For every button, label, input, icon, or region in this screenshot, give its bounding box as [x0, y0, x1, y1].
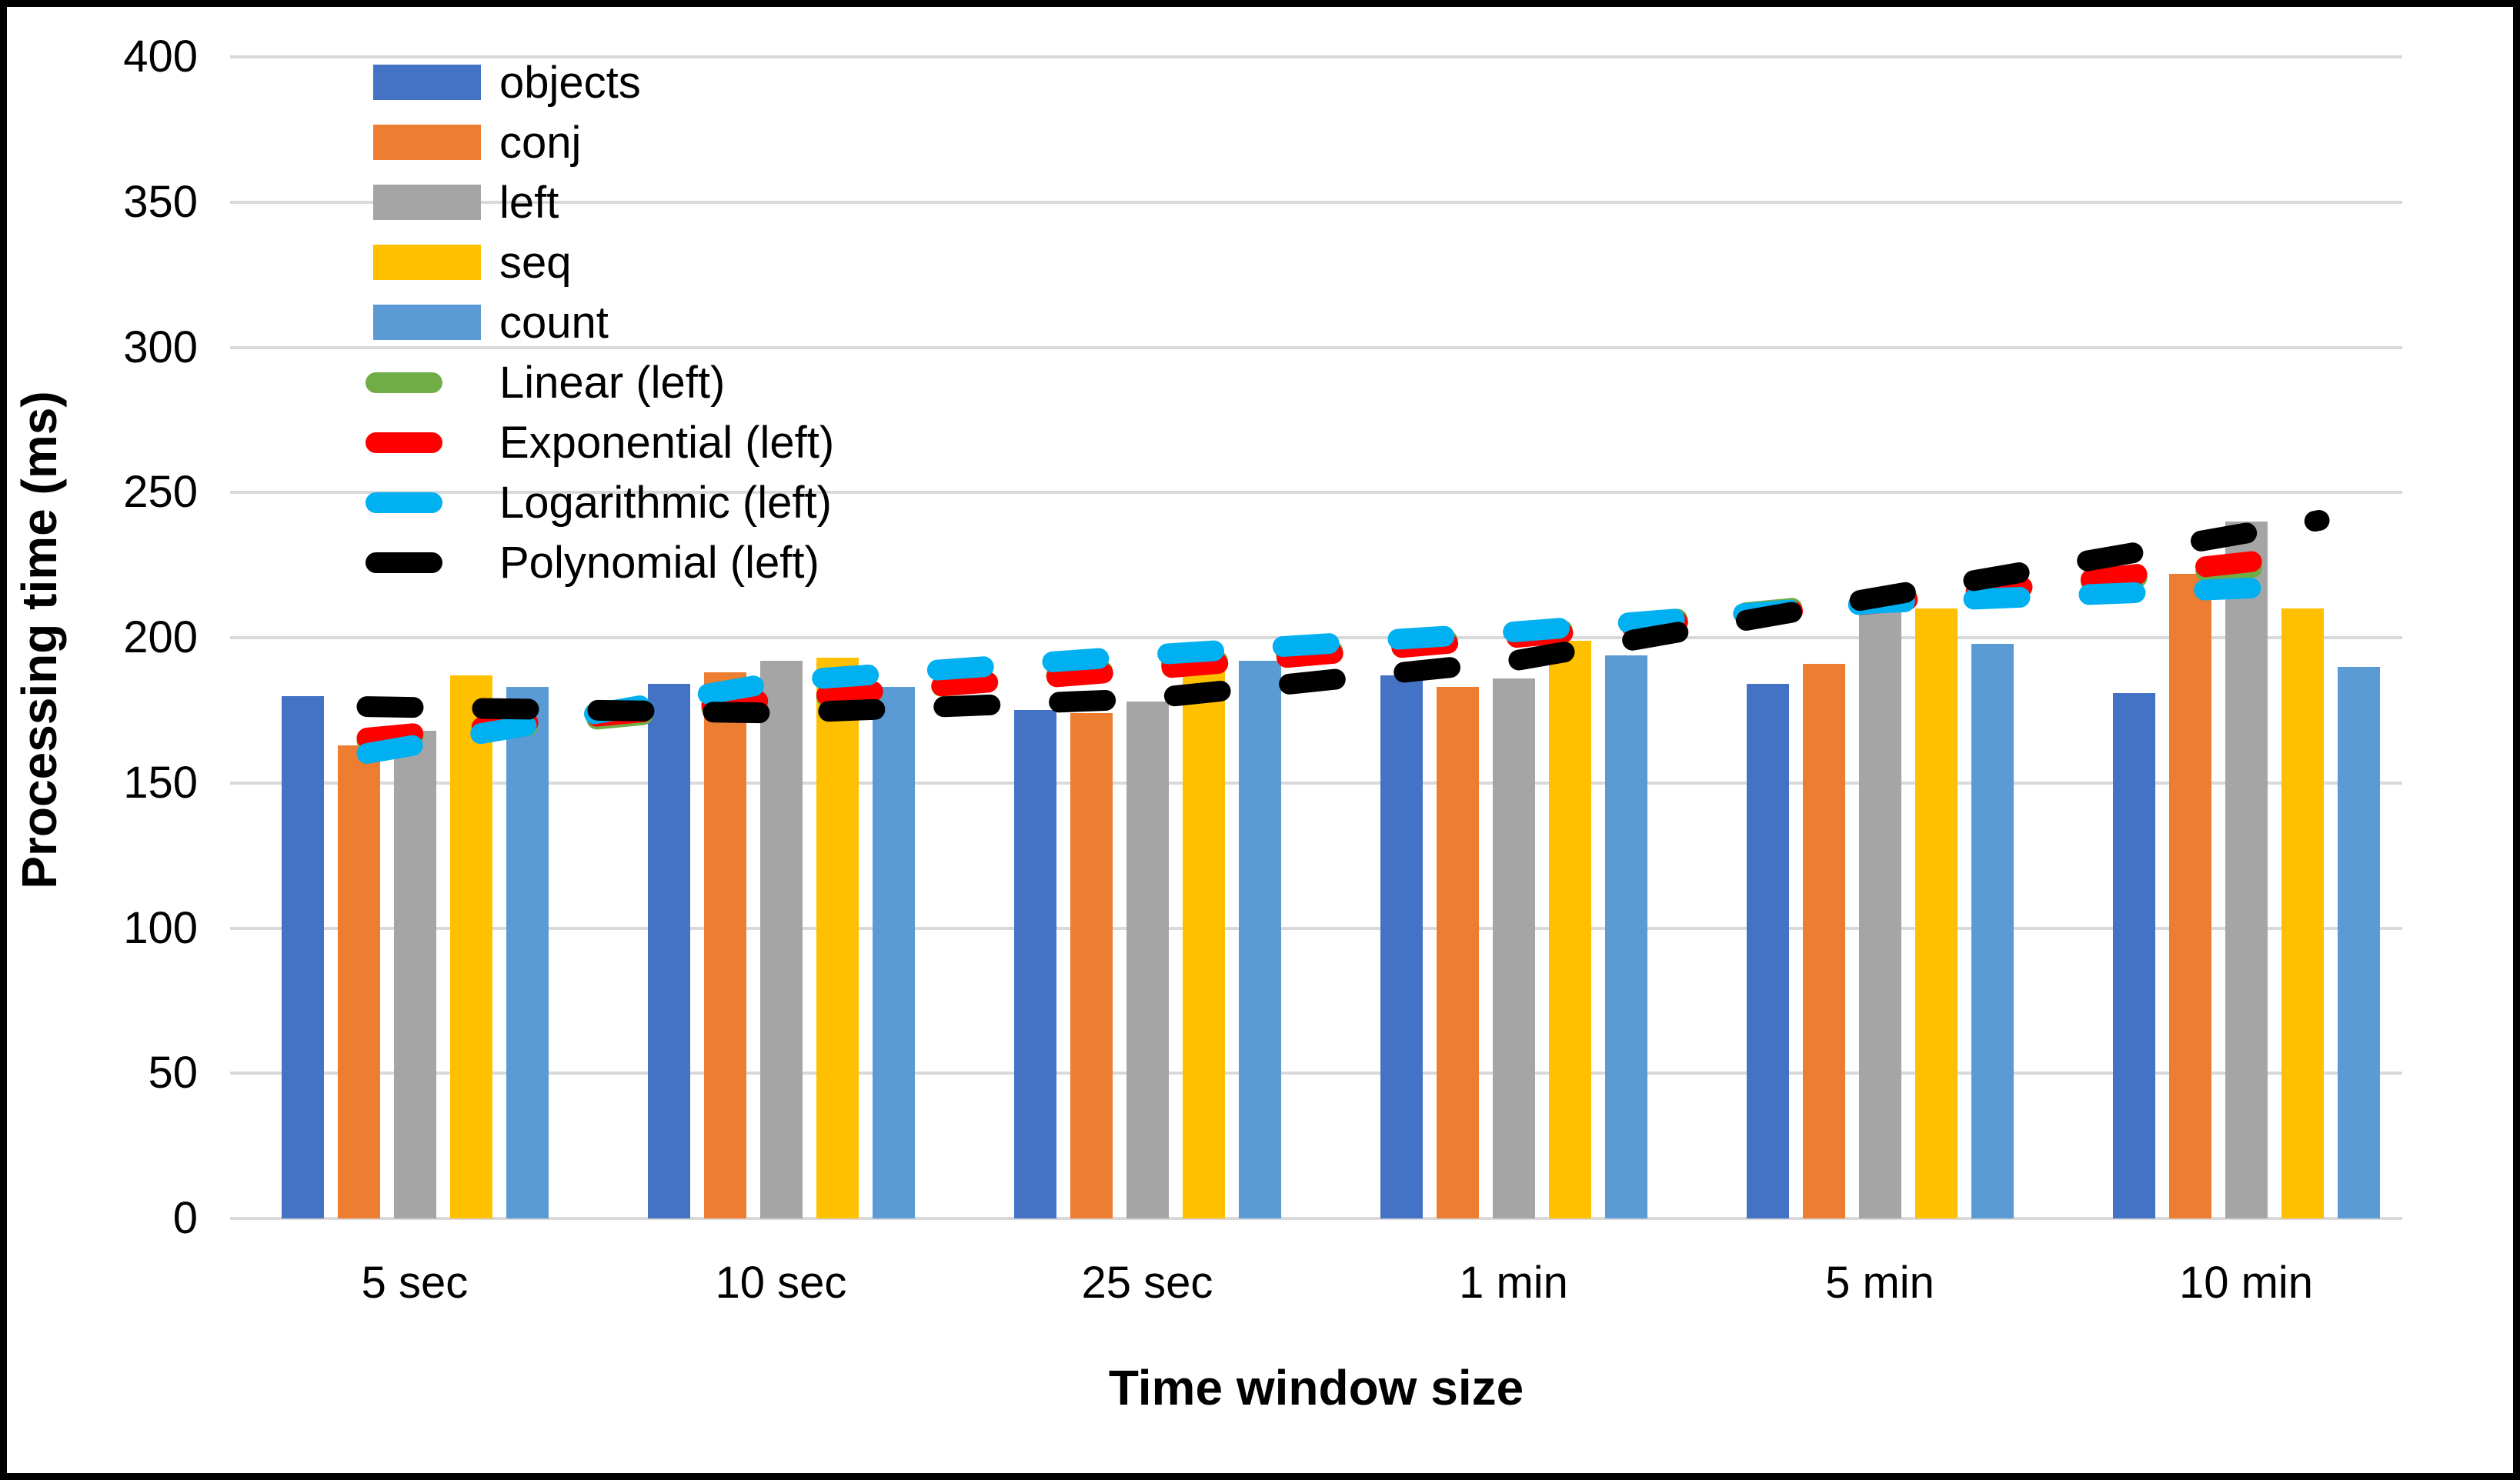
y-tick-label: 100: [123, 902, 198, 953]
y-tick-label: 150: [123, 757, 198, 808]
gridline: [230, 200, 2402, 204]
bar-count-25-sec: [1238, 661, 1281, 1218]
bar-objects-10-min: [2112, 692, 2155, 1218]
bar-left-10-min: [2225, 522, 2268, 1218]
legend-label: Linear (left): [499, 357, 726, 408]
gridline: [230, 1217, 2402, 1220]
legend-label: Logarithmic (left): [499, 477, 832, 528]
bar-conj-1-min: [1436, 687, 1479, 1218]
bar-seq-25-sec: [1182, 661, 1225, 1218]
bar-swatch: [373, 245, 481, 280]
bar-conj-10-min: [2168, 573, 2211, 1218]
legend-item: conj: [365, 112, 834, 172]
x-tick-label: 25 sec: [1081, 1258, 1213, 1308]
legend-label: Polynomial (left): [499, 537, 819, 588]
legend-line-swatch-icon: [365, 372, 493, 393]
gridline: [230, 636, 2402, 639]
legend-label: Exponential (left): [499, 417, 835, 468]
bar-objects-5-sec: [281, 695, 324, 1218]
y-tick-label: 300: [123, 322, 198, 372]
y-tick-label: 350: [123, 176, 198, 227]
bar-seq-1-min: [1548, 640, 1591, 1218]
legend-label: left: [499, 177, 559, 228]
bar-conj-10-sec: [703, 672, 746, 1218]
y-tick-label: 400: [123, 32, 198, 82]
legend-line-swatch-icon: [365, 432, 493, 453]
y-axis-title: Processing time (ms): [12, 391, 67, 889]
legend-line-swatch-icon: [365, 492, 493, 513]
legend-bar-swatch-icon: [365, 305, 493, 340]
bar-seq-5-sec: [449, 675, 492, 1218]
bar-left-5-sec: [393, 730, 436, 1218]
legend-item: objects: [365, 52, 834, 112]
legend-bar-swatch-icon: [365, 65, 493, 100]
bar-left-1-min: [1492, 678, 1535, 1218]
x-tick-label: 5 sec: [361, 1258, 469, 1308]
legend-item: Polynomial (left): [365, 532, 834, 592]
bar-count-10-min: [2337, 666, 2380, 1218]
legend-item: Linear (left): [365, 352, 834, 412]
x-axis-title: Time window size: [1108, 1360, 1524, 1415]
legend-item: count: [365, 292, 834, 352]
gridline: [230, 345, 2402, 349]
legend-label: seq: [499, 237, 572, 288]
bar-count-5-sec: [506, 687, 549, 1218]
bar-objects-5-min: [1746, 684, 1789, 1218]
bar-seq-10-sec: [816, 658, 859, 1218]
bar-swatch: [373, 305, 481, 340]
line-swatch: [365, 552, 442, 573]
gridline: [230, 781, 2402, 785]
legend-label: conj: [499, 117, 582, 168]
y-tick-label: 250: [123, 467, 198, 518]
bar-count-1-min: [1604, 655, 1647, 1218]
line-swatch: [365, 432, 442, 453]
legend-line-swatch-icon: [365, 552, 493, 573]
line-swatch: [365, 492, 442, 513]
y-tick-label: 200: [123, 612, 198, 662]
bar-left-5-min: [1858, 608, 1901, 1218]
bar-left-25-sec: [1126, 702, 1169, 1218]
x-tick-label: 5 min: [1825, 1258, 1934, 1308]
bar-swatch: [373, 125, 481, 160]
x-tick-label: 10 sec: [715, 1258, 847, 1308]
gridline: [230, 926, 2402, 930]
bar-seq-10-min: [2281, 608, 2324, 1218]
legend-item: Exponential (left): [365, 412, 834, 472]
legend-item: seq: [365, 232, 834, 292]
bar-conj-5-min: [1802, 663, 1845, 1218]
bar-objects-10-sec: [647, 684, 690, 1218]
legend-bar-swatch-icon: [365, 185, 493, 220]
bar-objects-1-min: [1380, 675, 1423, 1218]
line-swatch: [365, 372, 442, 393]
bar-objects-25-sec: [1013, 710, 1056, 1218]
gridline: [230, 1072, 2402, 1075]
legend-bar-swatch-icon: [365, 125, 493, 160]
legend: objects conj left seq count Linear (left) Expo…: [365, 52, 834, 592]
x-tick-label: 10 min: [2178, 1258, 2314, 1308]
bar-count-5-min: [1971, 643, 2014, 1218]
bar-count-10-sec: [872, 687, 915, 1218]
y-tick-label: 0: [172, 1193, 198, 1243]
bar-seq-5-min: [1914, 608, 1958, 1218]
legend-label: count: [499, 297, 609, 348]
gridline: [230, 55, 2402, 58]
bar-left-10-sec: [759, 661, 803, 1218]
y-tick-label: 50: [148, 1048, 198, 1098]
gridline: [230, 491, 2402, 495]
bar-conj-5-sec: [337, 745, 380, 1218]
legend-item: left: [365, 172, 834, 232]
x-tick-label: 1 min: [1459, 1258, 1568, 1308]
bar-swatch: [373, 65, 481, 100]
legend-label: objects: [499, 57, 641, 108]
bar-conj-25-sec: [1070, 713, 1113, 1218]
legend-bar-swatch-icon: [365, 245, 493, 280]
legend-item: Logarithmic (left): [365, 472, 834, 532]
bar-swatch: [373, 185, 481, 220]
